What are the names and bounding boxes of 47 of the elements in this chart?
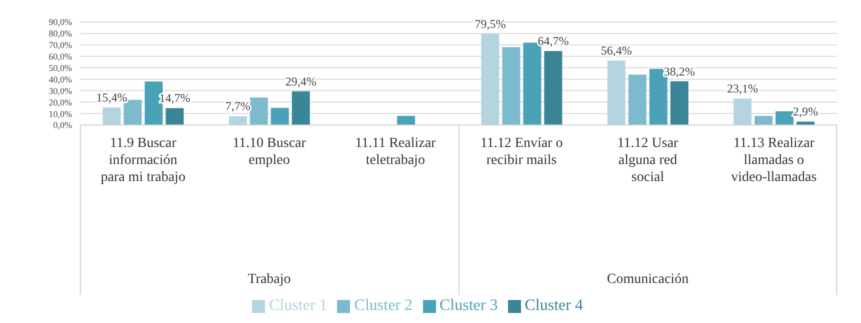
y-tick-label: 40,0% <box>48 74 72 84</box>
data-label: 23,1% <box>727 82 758 96</box>
bar <box>776 111 794 125</box>
text: Comunicación <box>606 272 689 287</box>
data-label: 7,7% <box>225 99 250 114</box>
legend-label: Cluster 4 <box>524 297 583 314</box>
y-tick-label: 50,0% <box>48 62 72 73</box>
y-tick-label: 60,0% <box>48 52 72 62</box>
bar <box>607 60 626 125</box>
bar <box>102 107 121 125</box>
y-tick-label: 70,0% <box>48 40 72 50</box>
bar <box>670 81 688 125</box>
bar <box>628 74 646 125</box>
bar <box>796 122 815 125</box>
bar <box>481 34 500 125</box>
bar <box>270 108 289 125</box>
bar <box>754 116 773 125</box>
legend-label: Cluster 1 <box>269 297 328 314</box>
legend-label: Cluster 2 <box>354 297 412 314</box>
y-tick-label: 90,0% <box>48 17 72 28</box>
bar <box>544 50 562 125</box>
y-tick-label: 30,0% <box>48 86 72 96</box>
data-label: 15,4% <box>96 90 128 104</box>
x-tick-label: 11.9 Buscar información para mi trabajo <box>100 136 186 185</box>
data-label: 29,4% <box>285 74 316 88</box>
data-label: 56,4% <box>600 43 632 58</box>
bar <box>228 116 247 125</box>
x-tick-label: 11.11 Realizar teletrabajo <box>355 136 436 168</box>
x-tick-label: 11.10 Buscar empleo <box>232 136 306 168</box>
x-tick-label: 11.12 Envíar o recibir mails <box>480 136 563 168</box>
data-label: 79,5% <box>474 17 506 32</box>
y-tick-label: 0,0% <box>53 120 72 130</box>
y-tick-label: 20,0% <box>48 97 72 108</box>
y-tick-label: 80,0% <box>48 28 72 39</box>
y-tick-label: 10,0% <box>48 108 72 119</box>
data-label: 2,9% <box>793 104 818 119</box>
bar <box>166 108 184 125</box>
x-tick-label: 11.12 Usar alguna red social <box>617 136 679 185</box>
bar <box>397 116 416 125</box>
bar <box>250 98 268 125</box>
bar <box>502 47 520 125</box>
x-tick-label: 11.13 Realizar llamadas o video-llamadas <box>731 136 817 185</box>
data-label: 64,7% <box>538 34 569 48</box>
legend-label: Cluster 3 <box>440 297 498 314</box>
text: Trabajo <box>248 272 291 287</box>
bar <box>292 91 310 125</box>
bar <box>734 98 752 125</box>
